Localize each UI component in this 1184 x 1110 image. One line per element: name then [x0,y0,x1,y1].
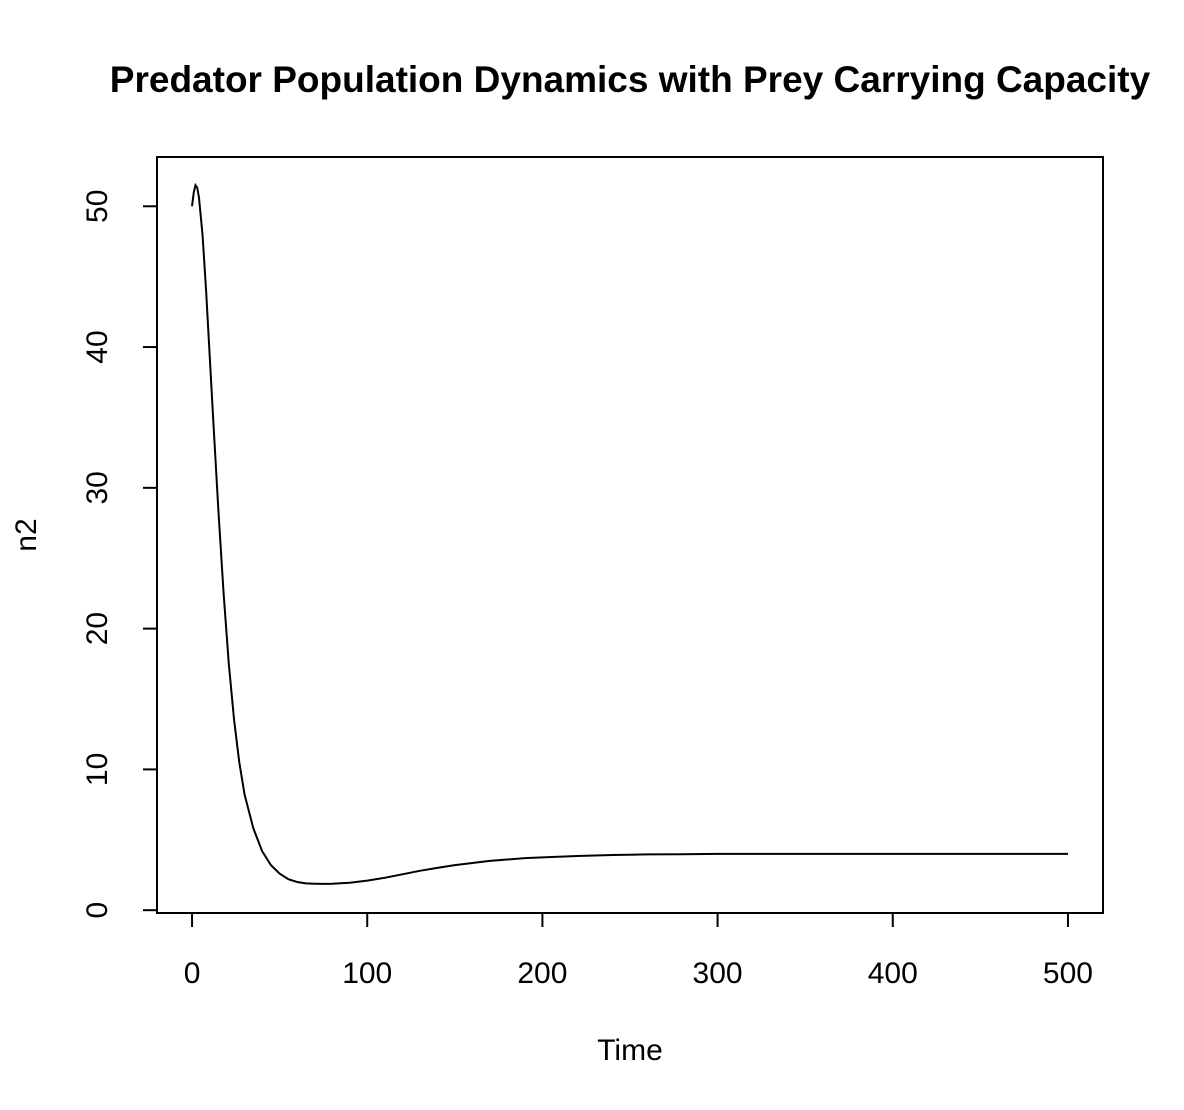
y-tick-label: 20 [81,612,114,645]
y-axis: 0 10 20 30 40 50 [81,190,158,919]
x-tick-label: 400 [868,957,918,990]
x-tick-label: 500 [1043,957,1093,990]
x-tick-label: 100 [342,957,392,990]
y-axis-label: n2 [10,518,43,551]
y-tick-label: 30 [81,471,114,504]
x-tick-label: 200 [517,957,567,990]
y-tick-label: 0 [81,902,114,919]
chart-title: Predator Population Dynamics with Prey C… [110,59,1151,100]
x-axis: 0 100 200 300 400 500 [184,912,1093,990]
y-tick-label: 10 [81,753,114,786]
x-tick-label: 300 [693,957,743,990]
y-tick-label: 40 [81,330,114,363]
series-line-n2 [191,182,1068,885]
y-tick-label: 50 [81,190,114,223]
x-tick-label: 0 [184,957,201,990]
x-axis-label: Time [597,1034,663,1067]
plot-frame [156,156,1104,914]
